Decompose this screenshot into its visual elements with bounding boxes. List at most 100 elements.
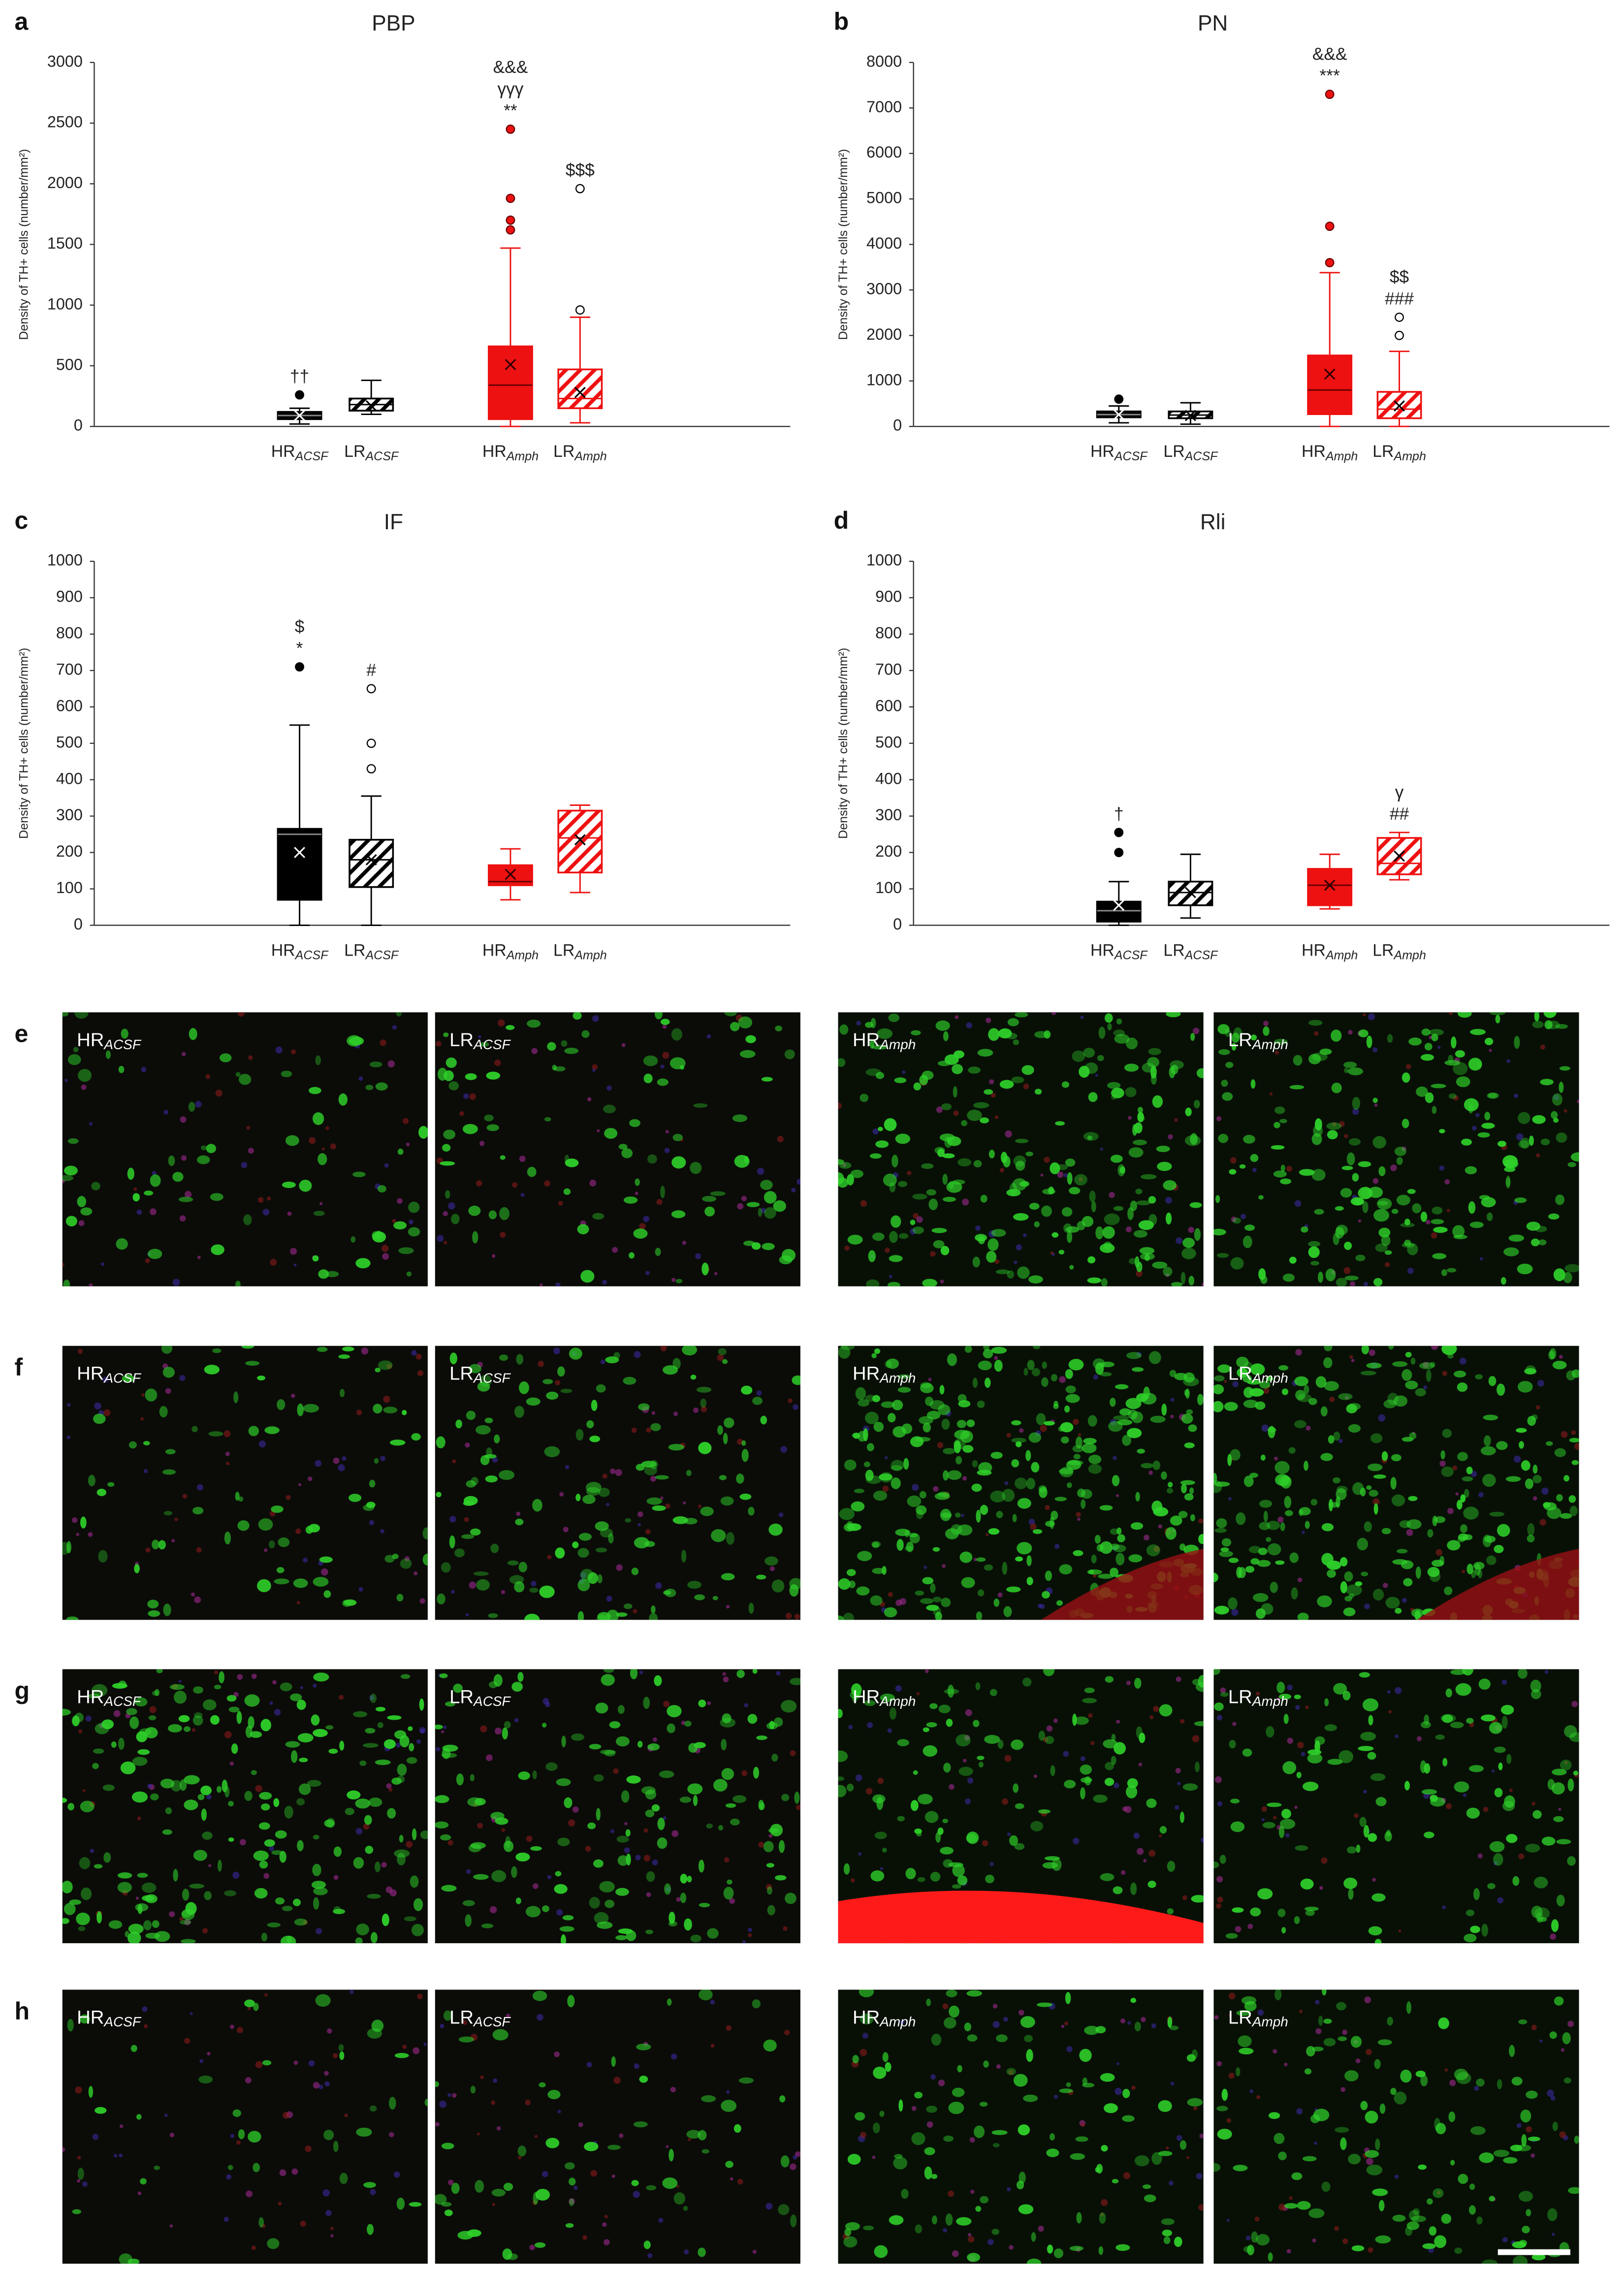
background-noise (889, 1275, 892, 1279)
cell (893, 2154, 903, 2159)
cell (980, 1117, 989, 1123)
cell (1405, 1351, 1412, 1358)
cell (65, 1216, 77, 1227)
cell (262, 2060, 272, 2066)
cell (609, 1721, 621, 1729)
cell (274, 1578, 289, 1585)
cell (1097, 1055, 1104, 1061)
cell (162, 1469, 176, 1475)
group-name: HR (77, 2007, 104, 2028)
cell (1415, 1388, 1426, 1397)
background-noise (1143, 1859, 1147, 1863)
cell (475, 1425, 491, 1435)
cell (943, 2135, 954, 2142)
cell (1393, 1395, 1408, 1407)
background-noise (1577, 1099, 1579, 1103)
cell (597, 1612, 611, 1620)
cell (1213, 1228, 1226, 1236)
category-name: HR (1090, 941, 1115, 960)
cell (375, 1082, 388, 1091)
cell (544, 1446, 560, 1457)
background-noise (501, 1590, 506, 1594)
cell (128, 1441, 137, 1449)
group-subscript: Amph (1251, 1694, 1288, 1709)
cell (311, 1714, 320, 1726)
cell (486, 1124, 499, 1131)
background-noise (1506, 1059, 1510, 1063)
cell (655, 1248, 661, 1256)
cell (1464, 1933, 1477, 1943)
background-noise (793, 1404, 798, 1410)
cell (1552, 2121, 1558, 2131)
cell (879, 2111, 885, 2117)
cell (63, 1280, 70, 1286)
background-noise (90, 1849, 95, 1853)
background-noise (1491, 1769, 1495, 1773)
background-noise (82, 2181, 88, 2187)
cell (553, 1066, 566, 1072)
cell (1559, 1066, 1570, 1071)
cell (1547, 2208, 1558, 2221)
cell (961, 1120, 968, 1126)
cell (1266, 1537, 1272, 1542)
cell (173, 1869, 178, 1882)
cell (1308, 1398, 1317, 1405)
cell (650, 1423, 661, 1431)
cell (1509, 2045, 1515, 2057)
cell (1299, 1507, 1311, 1516)
cell (1328, 1499, 1334, 1511)
cell (1358, 1746, 1374, 1751)
cell (312, 1863, 321, 1876)
cell (1002, 1562, 1008, 1575)
cell (698, 1699, 706, 1707)
cell (931, 1228, 947, 1233)
cell (1214, 1375, 1225, 1382)
background-noise (633, 2191, 640, 2198)
cell (947, 1353, 957, 1366)
cell (686, 1470, 692, 1476)
cell (885, 1360, 892, 1368)
cell (67, 1054, 81, 1065)
cell (589, 1744, 602, 1750)
cell (739, 1050, 756, 1058)
cell (1181, 1413, 1193, 1424)
cell (1291, 2172, 1303, 2180)
cell (352, 1711, 367, 1718)
cell (1396, 1157, 1403, 1165)
cell (1415, 1566, 1421, 1579)
cell (356, 1923, 369, 1936)
cell (1559, 1082, 1564, 1093)
background-noise (361, 1347, 369, 1355)
background-noise (785, 1613, 792, 1619)
cell (984, 1564, 993, 1571)
cell (1069, 2245, 1084, 2251)
background-noise (519, 1155, 526, 1162)
background-noise (602, 1473, 607, 1479)
cell (617, 1855, 629, 1866)
outlier-point (366, 764, 376, 773)
x-tick-label: LRACSF (344, 941, 399, 961)
background-noise (236, 2140, 241, 2145)
group-name: LR (1228, 1029, 1252, 1051)
background-noise (1080, 1756, 1085, 1762)
background-noise (1514, 1093, 1519, 1098)
cell (1249, 1388, 1264, 1397)
cell (444, 2210, 453, 2216)
cell (941, 1418, 950, 1430)
cell (741, 1448, 749, 1462)
cell (1540, 1079, 1554, 1086)
background-noise (639, 1670, 643, 1674)
cell (957, 1875, 968, 1886)
background-noise (1226, 2218, 1230, 2222)
background-noise (1453, 1095, 1459, 1101)
outlier-point (366, 738, 376, 748)
cell (504, 1721, 511, 1729)
cell (874, 1348, 881, 1354)
cell (1055, 1164, 1068, 1170)
background-noise (1149, 1715, 1154, 1720)
background-noise (533, 1883, 539, 1889)
cell (1341, 1166, 1353, 1170)
cell (394, 1849, 410, 1858)
background-noise (417, 1993, 423, 1999)
cell (672, 1358, 681, 1370)
